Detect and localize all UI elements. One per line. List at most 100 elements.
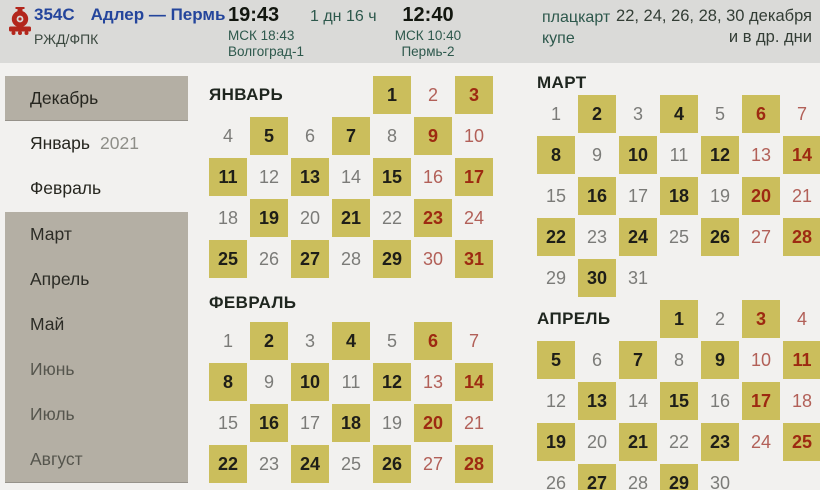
calendar-day: 22 (668, 431, 690, 452)
calendar-day-active[interactable]: 26 (701, 218, 739, 256)
calendar-day-active[interactable]: 1 (373, 76, 411, 114)
calendar-day-active[interactable]: 21 (619, 423, 657, 461)
sidebar-item-january[interactable]: Январь 2021 (5, 121, 188, 166)
calendar-day-active[interactable]: 28 (455, 445, 493, 483)
calendar-day-active[interactable]: 26 (373, 445, 411, 483)
calendar-day-active[interactable]: 24 (291, 445, 329, 483)
calendar-day-active[interactable]: 17 (742, 382, 780, 420)
calendar-day-active[interactable]: 23 (414, 199, 452, 237)
calendar-day: 19 (709, 185, 731, 206)
calendar-day-active[interactable]: 4 (332, 322, 370, 360)
calendar-title: МАРТ (537, 73, 587, 92)
calendar-day-active[interactable]: 29 (373, 240, 411, 278)
calendar-day: 28 (340, 248, 362, 269)
calendar-day: 24 (750, 431, 772, 452)
calendar-day-active[interactable]: 11 (209, 158, 247, 196)
calendar-day: 19 (381, 412, 403, 433)
calendar-day: 13 (422, 371, 444, 392)
calendar-day-active[interactable]: 24 (619, 218, 657, 256)
sidebar-item-august[interactable]: Август (30, 449, 83, 469)
schedule-note-dates: 22, 24, 26, 28, 30 декабря (616, 7, 812, 25)
calendar-day: 31 (627, 267, 649, 288)
calendar-day-active[interactable]: 27 (291, 240, 329, 278)
calendar-day: 1 (222, 330, 233, 351)
calendar-day-active[interactable]: 10 (619, 136, 657, 174)
sidebar-item-april[interactable]: Апрель (30, 269, 90, 289)
calendar-day-active[interactable]: 6 (414, 322, 452, 360)
calendar-day: 27 (422, 453, 444, 474)
calendar-day-active[interactable]: 16 (578, 177, 616, 215)
calendar-day-active[interactable]: 17 (455, 158, 493, 196)
calendar-day-active[interactable]: 14 (783, 136, 820, 174)
calendar-day-active[interactable]: 31 (455, 240, 493, 278)
calendar-day-active[interactable]: 5 (537, 341, 575, 379)
calendar-day: 5 (714, 103, 725, 124)
schedule-note: 22, 24, 26, 28, 30 декабря и в др. дни (582, 6, 812, 48)
sidebar-item-june[interactable]: Июнь (30, 359, 75, 379)
calendar-day-active[interactable]: 25 (209, 240, 247, 278)
calendar-day: 12 (258, 166, 280, 187)
calendar-day-active[interactable]: 12 (373, 363, 411, 401)
calendar-day-active[interactable]: 8 (537, 136, 575, 174)
calendar-day-active[interactable]: 21 (332, 199, 370, 237)
calendar-day-active[interactable]: 1 (660, 300, 698, 338)
calendar-day-active[interactable]: 5 (250, 117, 288, 155)
calendar-day-active[interactable]: 7 (332, 117, 370, 155)
calendar-day-active[interactable]: 9 (701, 341, 739, 379)
calendar-day-active[interactable]: 22 (209, 445, 247, 483)
calendar-day-active[interactable]: 28 (783, 218, 820, 256)
calendar-day-active[interactable]: 16 (250, 404, 288, 442)
calendar-day: 20 (299, 207, 321, 228)
calendar-day-active[interactable]: 22 (537, 218, 575, 256)
calendar-day-active[interactable]: 3 (742, 300, 780, 338)
calendar-day-active[interactable]: 20 (414, 404, 452, 442)
train-number[interactable]: 354С (34, 5, 75, 24)
calendar-day: 11 (341, 371, 361, 392)
sidebar-item-july[interactable]: Июль (30, 404, 75, 424)
calendar-day-active[interactable]: 9 (414, 117, 452, 155)
calendar-day-active[interactable]: 14 (455, 363, 493, 401)
sidebar-item-december[interactable]: Декабрь (5, 76, 188, 121)
calendar-day: 3 (632, 103, 643, 124)
calendar-day-active[interactable]: 30 (578, 259, 616, 297)
calendar-day-active[interactable]: 13 (291, 158, 329, 196)
calendar-day-active[interactable]: 20 (742, 177, 780, 215)
carrier-label: РЖД/ФПК (34, 31, 99, 47)
calendar-day-active[interactable]: 4 (660, 95, 698, 133)
calendar-day-active[interactable]: 13 (578, 382, 616, 420)
calendar-day: 11 (669, 144, 689, 165)
calendar-day-active[interactable]: 2 (578, 95, 616, 133)
calendar-day-active[interactable]: 29 (660, 464, 698, 490)
calendar-day-active[interactable]: 19 (250, 199, 288, 237)
calendar-day-active[interactable]: 2 (250, 322, 288, 360)
calendar-day-active[interactable]: 15 (373, 158, 411, 196)
calendar-day-active[interactable]: 15 (660, 382, 698, 420)
calendar-day-active[interactable]: 27 (578, 464, 616, 490)
calendar-day: 7 (468, 330, 479, 351)
sidebar-item-february[interactable]: Февраль (30, 178, 102, 198)
train-route[interactable]: Адлер — Пермь (90, 5, 226, 24)
calendar-day-active[interactable]: 10 (291, 363, 329, 401)
calendar-day-active[interactable]: 3 (455, 76, 493, 114)
calendar-day-active[interactable]: 19 (537, 423, 575, 461)
departure-msk-time: МСК 18:43 (228, 28, 295, 43)
calendar-day-active[interactable]: 25 (783, 423, 820, 461)
calendar-day: 4 (222, 125, 233, 146)
calendar-day-active[interactable]: 18 (660, 177, 698, 215)
calendar-day: 20 (586, 431, 608, 452)
calendar-day: 17 (299, 412, 321, 433)
sidebar-item-march[interactable]: Март (30, 224, 72, 244)
calendar-day-active[interactable]: 23 (701, 423, 739, 461)
sidebar-item-may[interactable]: Май (30, 314, 65, 334)
calendar-january: ЯНВАРЬ 1 2 3 4 5 6 7 8 9 10 11 12 13 14 15 16 17 18 19 20 21… (209, 76, 493, 278)
calendar-day-active[interactable]: 18 (332, 404, 370, 442)
calendar-empty-cell (619, 300, 657, 338)
calendar-day-active[interactable]: 11 (783, 341, 820, 379)
calendar-day-active[interactable]: 12 (701, 136, 739, 174)
calendar-day-active[interactable]: 8 (209, 363, 247, 401)
calendar-day-active[interactable]: 6 (742, 95, 780, 133)
calendar-day: 25 (668, 226, 690, 247)
calendar-day: 5 (386, 330, 397, 351)
locomotive-icon (9, 7, 31, 35)
calendar-day-active[interactable]: 7 (619, 341, 657, 379)
